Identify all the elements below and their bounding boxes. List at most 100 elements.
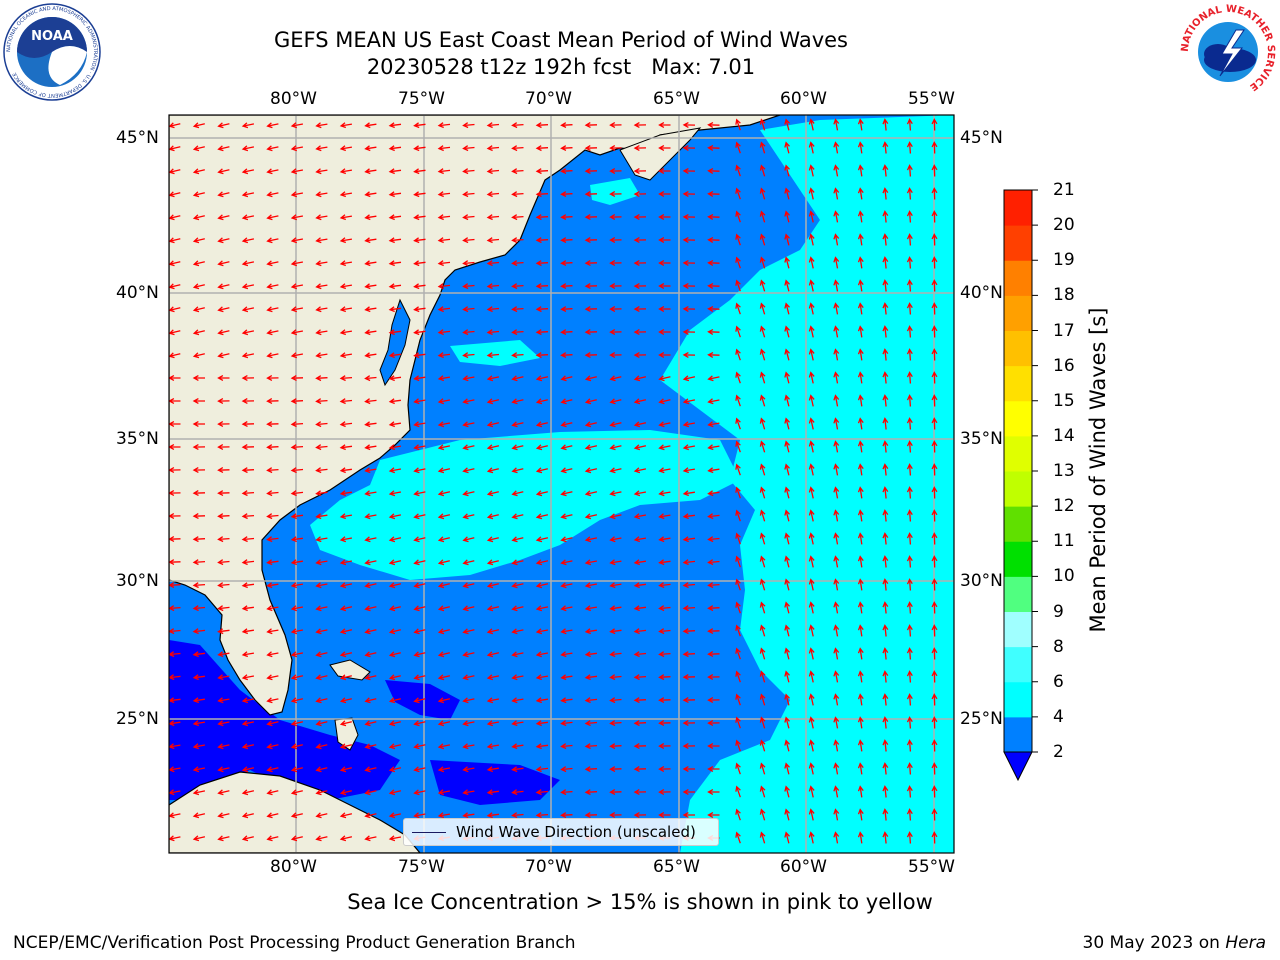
wind-wave-arrow: [857, 233, 864, 246]
wind-wave-arrow: [339, 812, 353, 819]
wind-wave-arrow: [560, 375, 573, 382]
wind-wave-arrow: [882, 371, 889, 384]
wind-wave-arrow: [633, 812, 647, 818]
wind-wave-arrow: [882, 256, 889, 269]
wind-wave-arrow: [462, 329, 475, 336]
wind-wave-arrow: [388, 444, 402, 451]
lat-tick-left: 45°N: [116, 128, 159, 148]
wind-wave-arrow: [857, 210, 864, 223]
wind-wave-arrow: [339, 237, 353, 244]
wind-wave-arrow: [560, 536, 573, 543]
wind-wave-arrow: [290, 191, 304, 198]
wind-wave-arrow: [266, 421, 279, 427]
wind-wave-arrow: [784, 302, 790, 315]
wind-wave-arrow: [241, 536, 255, 543]
wind-wave-arrow: [462, 536, 475, 543]
wind-wave-arrow: [759, 716, 766, 729]
wind-wave-arrow: [707, 536, 720, 543]
wind-wave-arrow: [388, 490, 402, 497]
wind-wave-arrow: [511, 697, 524, 704]
wind-wave-arrow: [682, 490, 695, 497]
wind-wave-arrow: [857, 509, 864, 522]
wind-wave-arrow: [437, 605, 450, 612]
wind-wave-arrow: [609, 628, 622, 635]
wind-wave-arrow: [241, 122, 255, 129]
wind-wave-arrow: [833, 302, 840, 315]
wind-wave-arrow: [486, 674, 500, 681]
wind-wave-arrow: [241, 306, 255, 313]
wind-wave-arrow: [735, 601, 741, 614]
wind-wave-arrow: [906, 647, 913, 660]
wind-wave-arrow: [707, 743, 720, 749]
wind-wave-arrow: [707, 605, 720, 612]
wind-wave-arrow: [735, 187, 741, 200]
wind-wave-arrow: [535, 536, 549, 543]
wind-wave-arrow: [658, 122, 671, 128]
wind-wave-arrow: [266, 789, 279, 796]
wind-wave-arrow: [584, 674, 598, 681]
wind-wave-arrow: [437, 536, 450, 543]
wind-wave-arrow: [857, 785, 864, 798]
wind-wave-arrow: [339, 582, 353, 589]
wind-wave-arrow: [833, 670, 840, 683]
wind-wave-arrow: [437, 398, 451, 405]
wind-wave-arrow: [339, 697, 352, 704]
colorbar-tick-label: 10: [1053, 566, 1075, 587]
wind-wave-arrow: [882, 831, 889, 844]
wind-wave-arrow: [735, 693, 741, 706]
wind-wave-arrow: [535, 812, 549, 819]
wind-wave-arrow: [633, 191, 647, 197]
wind-wave-arrow: [609, 536, 622, 543]
wind-wave-arrow: [633, 283, 647, 289]
wind-wave-arrow: [290, 835, 303, 842]
wind-wave-arrow: [437, 260, 451, 267]
wind-wave-arrow: [315, 743, 328, 750]
wind-wave-arrow: [290, 559, 303, 566]
wind-wave-arrow: [437, 375, 451, 382]
colorbar-title: Mean Period of Wind Waves [s]: [1086, 307, 1110, 633]
wind-wave-arrow: [535, 352, 549, 359]
wind-wave-arrow: [707, 766, 720, 772]
wind-wave-arrow: [658, 306, 671, 312]
wind-wave-arrow: [658, 697, 671, 703]
wind-wave-arrow: [192, 191, 205, 198]
wind-wave-arrow: [906, 325, 913, 338]
wind-wave-arrow: [633, 513, 647, 520]
wind-wave-arrow: [290, 444, 304, 451]
wind-wave-arrow: [633, 467, 647, 474]
wind-wave-arrow: [511, 536, 524, 543]
wind-wave-arrow: [511, 490, 524, 497]
wind-wave-arrow: [658, 789, 671, 795]
wind-wave-arrow: [486, 789, 499, 796]
wind-wave-arrow: [364, 122, 377, 129]
wind-wave-arrow: [364, 812, 377, 819]
wind-wave-arrow: [857, 302, 864, 315]
wind-wave-arrow: [364, 260, 377, 267]
wind-wave-arrow: [707, 214, 720, 220]
colorbar-band: [1004, 506, 1032, 542]
wind-wave-arrow: [808, 141, 815, 154]
wind-wave-arrow: [339, 444, 353, 451]
wind-wave-arrow: [217, 835, 230, 842]
wind-wave-arrow: [511, 145, 524, 152]
wind-wave-arrow: [658, 720, 671, 726]
wind-wave-arrow: [735, 394, 741, 407]
wind-wave-arrow: [388, 605, 401, 612]
wind-wave-arrow: [169, 352, 181, 359]
wind-wave-arrow: [437, 812, 451, 819]
wind-wave-arrow: [808, 624, 815, 637]
wind-wave-arrow: [931, 785, 938, 798]
wind-wave-arrow: [388, 352, 402, 359]
wind-wave-arrow: [784, 624, 790, 637]
wind-wave-arrow: [857, 716, 864, 729]
wind-wave-arrow: [584, 352, 598, 358]
wind-wave-arrow: [169, 283, 181, 290]
map-title: GEFS MEAN US East Coast Mean Period of W…: [274, 28, 848, 52]
wind-wave-arrow: [584, 145, 598, 151]
wind-wave-arrow: [217, 490, 230, 496]
wind-wave-arrow: [735, 233, 741, 246]
wind-wave-arrow: [759, 785, 766, 798]
wind-wave-arrow: [266, 720, 279, 727]
wind-wave-arrow: [882, 578, 889, 591]
wind-wave-arrow: [931, 670, 938, 683]
